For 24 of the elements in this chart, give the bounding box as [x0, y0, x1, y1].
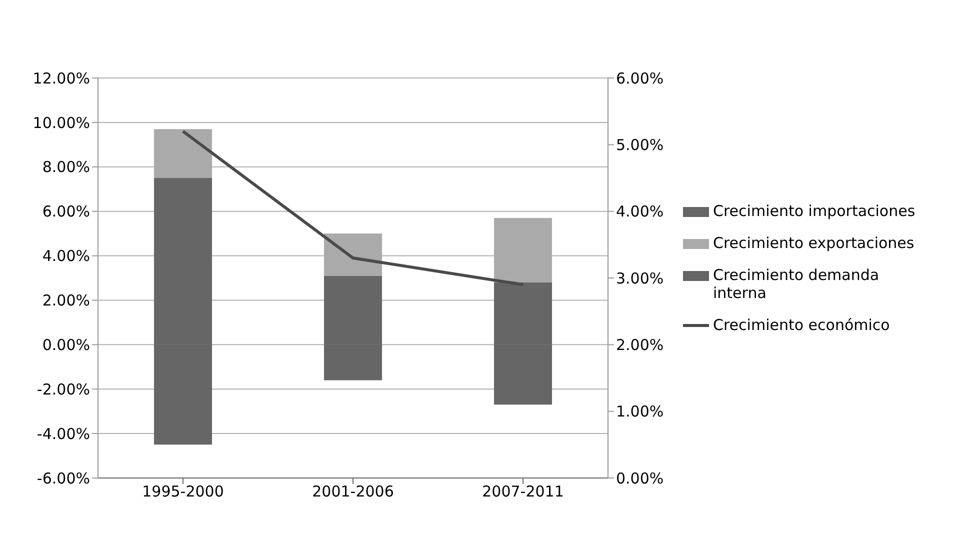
- x-tick-label: 2007-2011: [482, 482, 564, 501]
- y-tick-label: 4.00%: [42, 247, 90, 266]
- legend-label: Crecimiento exportaciones: [713, 234, 914, 252]
- y2-tick-label: 2.00%: [616, 336, 664, 354]
- y2-tick-label: 6.00%: [616, 69, 664, 88]
- y2-tick-label: 0.00%: [616, 469, 664, 488]
- y-tick-label: 2.00%: [42, 292, 90, 310]
- y-tick-label: 0.00%: [42, 336, 90, 354]
- y2-tick-label: 5.00%: [616, 136, 664, 154]
- y-tick-label: 8.00%: [42, 158, 90, 176]
- x-tick-label: 1995-2000: [142, 482, 224, 501]
- y-tick-label: -6.00%: [36, 469, 90, 488]
- y2-tick-label: 3.00%: [616, 269, 664, 288]
- y-tick-label: 6.00%: [42, 202, 90, 221]
- y2-tick-label: 4.00%: [616, 202, 664, 221]
- y-tick-label: 10.00%: [32, 114, 90, 132]
- y-tick-label: 12.00%: [32, 69, 90, 88]
- legend-label: Crecimiento importaciones: [713, 202, 916, 220]
- y-tick-label: -2.00%: [36, 380, 90, 398]
- y2-tick-label: 1.00%: [616, 402, 664, 421]
- y-tick-label: -4.00%: [36, 424, 90, 443]
- x-tick-label: 2001-2006: [312, 482, 394, 501]
- legend-label: Crecimiento demanda interna: [713, 266, 880, 302]
- legend-label: Crecimiento económico: [713, 316, 890, 334]
